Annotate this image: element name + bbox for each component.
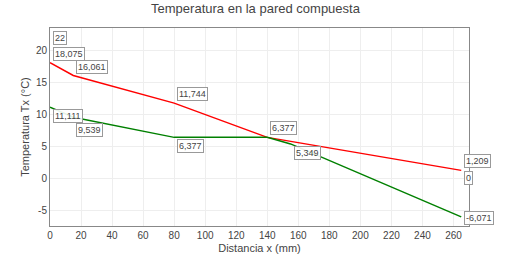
svg-text:260: 260 [445, 230, 462, 241]
svg-text:140: 140 [259, 230, 276, 241]
svg-text:0: 0 [41, 173, 47, 184]
svg-text:6,377: 6,377 [272, 123, 295, 133]
svg-text:20: 20 [75, 230, 87, 241]
svg-text:1,209: 1,209 [466, 156, 489, 166]
svg-text:11,111: 11,111 [55, 111, 81, 121]
svg-text:6,377: 6,377 [179, 141, 202, 151]
svg-text:11,744: 11,744 [179, 89, 206, 99]
svg-text:Distancia x (mm): Distancia x (mm) [218, 242, 301, 254]
svg-text:10: 10 [36, 109, 48, 120]
svg-text:0: 0 [466, 173, 471, 183]
svg-text:20: 20 [36, 45, 48, 56]
svg-text:Temperatura Tx (°C): Temperatura Tx (°C) [19, 77, 31, 177]
svg-text:220: 220 [383, 230, 400, 241]
svg-text:60: 60 [138, 230, 150, 241]
svg-text:5: 5 [41, 141, 47, 152]
svg-text:200: 200 [352, 230, 369, 241]
svg-text:0: 0 [47, 230, 53, 241]
svg-text:15: 15 [36, 77, 48, 88]
svg-text:18,075: 18,075 [55, 49, 83, 59]
svg-text:120: 120 [228, 230, 245, 241]
svg-text:80: 80 [169, 230, 181, 241]
svg-text:Temperatura en la pared compue: Temperatura en la pared compuesta [151, 1, 361, 16]
svg-text:9,539: 9,539 [78, 125, 101, 135]
svg-text:-6,071: -6,071 [466, 213, 492, 223]
svg-text:100: 100 [197, 230, 214, 241]
svg-text:240: 240 [414, 230, 431, 241]
svg-text:180: 180 [321, 230, 338, 241]
svg-text:16,061: 16,061 [78, 62, 106, 72]
svg-text:160: 160 [290, 230, 307, 241]
svg-text:40: 40 [107, 230, 119, 241]
svg-text:5,349: 5,349 [296, 148, 319, 158]
svg-text:-5: -5 [38, 205, 47, 216]
svg-text:22: 22 [55, 33, 65, 43]
